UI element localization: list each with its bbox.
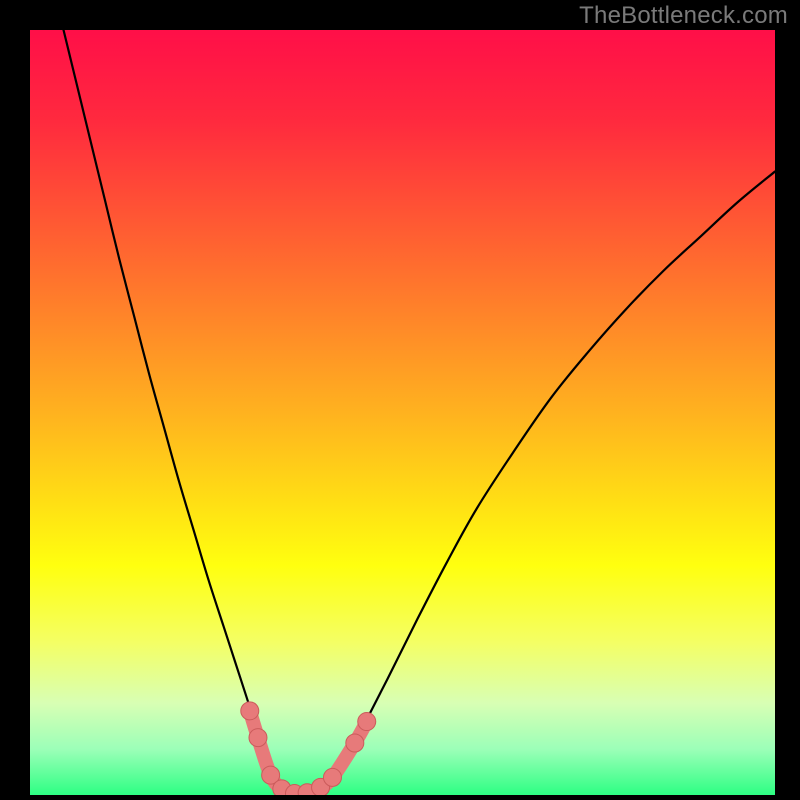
data-marker [346, 734, 364, 752]
data-marker [249, 729, 267, 747]
bottleneck-curve-chart [0, 0, 800, 800]
data-marker [358, 713, 376, 731]
data-marker [323, 768, 341, 786]
chart-container: TheBottleneck.com [0, 0, 800, 800]
plot-background [30, 30, 775, 795]
watermark-text: TheBottleneck.com [579, 2, 788, 30]
data-marker [241, 702, 259, 720]
